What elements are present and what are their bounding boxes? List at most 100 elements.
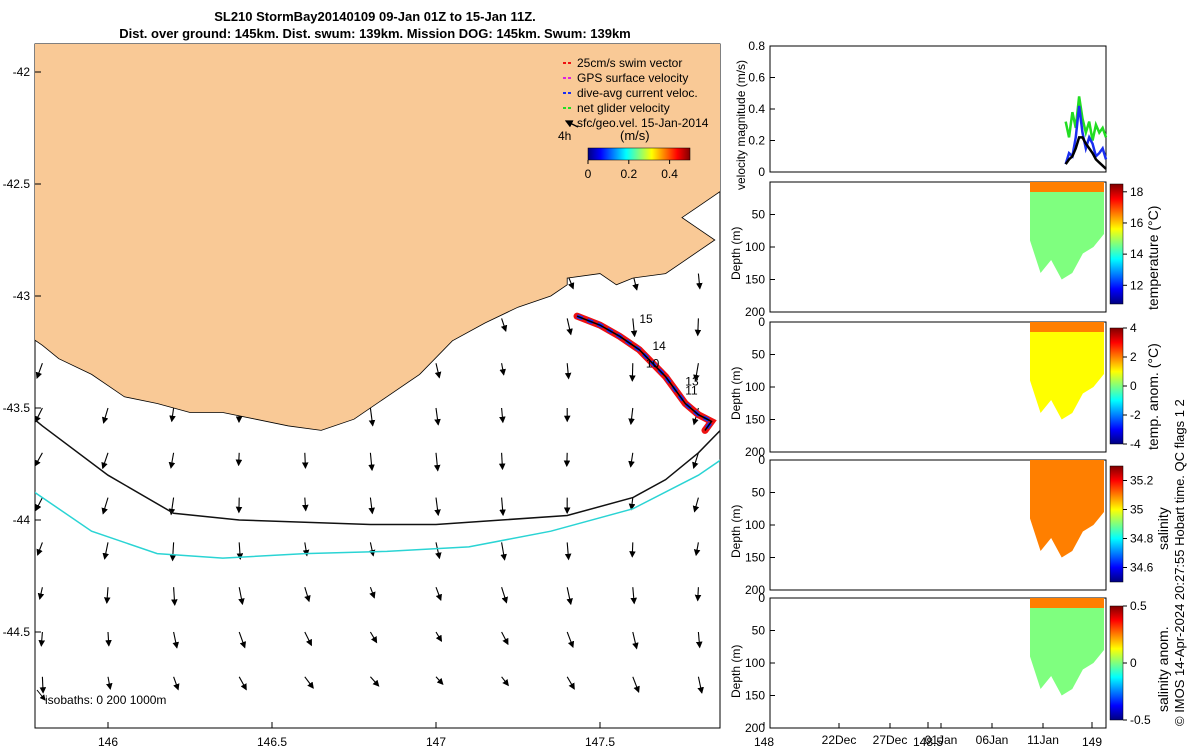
current-arrow [35, 452, 43, 467]
figure-title: SL210 StormBay20140109 09-Jan 01Z to 15-… [214, 9, 536, 24]
current-arrow [632, 676, 640, 693]
temp-anomaly-section [1030, 322, 1104, 420]
current-arrow [37, 587, 45, 600]
y-tick-label: -42 [13, 65, 31, 79]
salinity-anomaly-colorbar-title: salinity anom. [1155, 626, 1171, 712]
current-arrow [304, 676, 314, 689]
current-arrow [1019, 318, 1027, 330]
colorbar-tick-label: 0.2 [620, 167, 637, 181]
current-arrow [434, 363, 442, 379]
colorbar-tick-label: 14 [1130, 247, 1144, 261]
depth-tick-label: 200 [745, 445, 765, 459]
current-arrow [500, 542, 507, 561]
section-surface-layer [1030, 598, 1104, 608]
depth-tick-label: 200 [745, 583, 765, 597]
current-arrow [101, 407, 109, 424]
temp-anomaly-colorbar-title: temp. anom. (°C) [1145, 343, 1161, 450]
current-arrow [499, 407, 506, 424]
current-arrow [499, 497, 506, 517]
salinity-colorbar-ticks: 35.2 35 34.8 34.6 [1123, 474, 1154, 575]
velocity-y-label: velocity magnitude (m/s) [734, 60, 748, 190]
current-arrow [824, 587, 829, 602]
current-arrow [692, 452, 699, 469]
time-tick-label: 27Dec [873, 733, 908, 747]
temp-anomaly-colorbar [1109, 327, 1124, 445]
velocity-lines [1064, 96, 1108, 170]
current-arrow [168, 452, 176, 469]
y-tick-label: -43.5 [3, 401, 31, 415]
depth-tick-label: 50 [752, 208, 766, 222]
current-arrow [566, 318, 573, 336]
current-arrow [368, 497, 375, 515]
current-arrow [1088, 274, 1092, 285]
legend-label: GPS surface velocity [577, 71, 688, 85]
current-arrow [1157, 139, 1158, 157]
current-arrow [697, 676, 704, 694]
colorbar-tick-label: 35.2 [1130, 474, 1154, 488]
track-label: 18 [725, 419, 739, 433]
salinity-panel: 0 50 100 150 200 Depth (m) 35.2 35 34.8 34.6 sa… [729, 453, 1171, 597]
colorbar-tick-label: 0.5 [1130, 599, 1147, 613]
current-arrow [368, 542, 376, 557]
isobath-legend-arrow [36, 689, 46, 701]
current-arrow [564, 363, 572, 380]
track-label: 10 [646, 357, 660, 371]
current-arrow [1021, 632, 1026, 645]
copyright-credit: © IMOS 14-Apr-2024 20:27:55 Hobart time.… [1172, 399, 1187, 726]
figure-subtitle: Dist. over ground: 145km. Dist. swum: 13… [119, 26, 631, 41]
legend-label: 25cm/s swim vector [577, 56, 682, 70]
y-tick-label: -44 [13, 513, 31, 527]
depth-tick-label: 150 [745, 551, 765, 565]
track-line [576, 315, 713, 431]
section-fill [1030, 598, 1104, 696]
current-arrow [435, 587, 442, 602]
current-arrow [957, 677, 961, 694]
current-arrow [630, 318, 638, 338]
current-arrow [1084, 542, 1092, 551]
current-arrow [628, 452, 635, 468]
colorbar-tick-label: 0.4 [661, 167, 678, 181]
current-arrow [369, 631, 378, 644]
current-arrow [38, 631, 46, 647]
current-arrow [952, 408, 961, 414]
current-arrow [498, 452, 506, 471]
current-arrow [1086, 587, 1092, 597]
current-arrow [827, 274, 830, 289]
colorbar-tick-label: 16 [1130, 216, 1144, 230]
current-arrow [169, 542, 177, 562]
section-fill [1030, 460, 1104, 558]
current-arrow [894, 139, 895, 155]
colorbar-tick-label: 18 [1130, 185, 1144, 199]
temperature-panel: 50 100 150 200 Depth (m) 12 14 16 18 temperatu… [729, 181, 1161, 319]
temperature-y-label: Depth (m) [729, 227, 743, 280]
current-arrow [694, 318, 702, 337]
isobath-200m-line [35, 418, 720, 526]
current-arrow [1157, 184, 1158, 202]
isobath-1000m-line [35, 459, 720, 559]
current-arrow [1018, 498, 1026, 504]
colorbar-ramp [587, 147, 691, 161]
time-tick-label: 01Jan [925, 733, 958, 747]
current-arrow [959, 184, 961, 198]
current-arrow [823, 408, 830, 418]
velocity-y-ticks: 0 0.2 0.4 0.6 0.8 [748, 39, 775, 179]
temperature-y-ticks: 50 100 150 200 [745, 208, 775, 319]
current-arrow [1017, 363, 1026, 372]
legend-label: net glider velocity [577, 101, 670, 115]
current-arrow [887, 498, 895, 506]
depth-tick-label: 150 [745, 689, 765, 703]
temperature-section [1030, 182, 1104, 280]
velocity-y-tick-label: 0.4 [748, 102, 765, 116]
current-arrow [829, 677, 830, 690]
current-arrow [1153, 318, 1157, 328]
salinity-y-label: Depth (m) [729, 505, 743, 558]
current-arrow [628, 497, 636, 511]
current-arrow [172, 631, 179, 649]
current-arrow [101, 497, 109, 515]
legend-label: dive-avg current veloc. [577, 86, 698, 100]
legend-label: sfc/geo.vel. 15-Jan-2014 [577, 116, 709, 130]
velocity-y-tick-label: 0.8 [748, 39, 765, 53]
current-arrow [759, 363, 764, 377]
